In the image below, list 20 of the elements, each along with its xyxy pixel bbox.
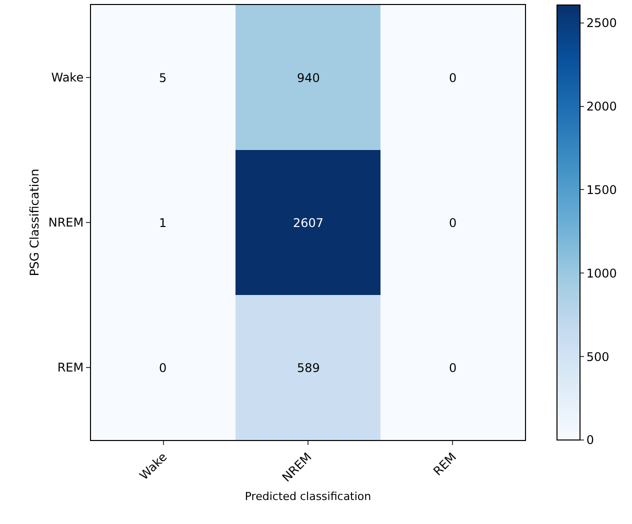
y-tick-label: NREM — [48, 216, 84, 230]
x-axis-title: Predicted classification — [244, 490, 372, 503]
data-label: 1 — [159, 216, 167, 230]
color-bar-label: 1500 — [586, 182, 617, 197]
y-tick-label: Wake — [51, 70, 84, 85]
data-label: 2607 — [293, 216, 324, 230]
data-label: 0 — [449, 71, 457, 85]
color-bar-label: 2500 — [586, 16, 617, 30]
color-bar-label: 2000 — [586, 99, 617, 114]
color-bar-label: 1000 — [586, 266, 617, 280]
data-label: 0 — [449, 216, 457, 230]
data-label: 589 — [297, 361, 320, 375]
data-label: 0 — [159, 361, 167, 375]
y-axis-title: PSG Classification — [28, 168, 42, 276]
data-label: 940 — [297, 71, 320, 85]
color-bar-label: 0 — [586, 433, 594, 448]
y-tick-label: REM — [57, 360, 84, 375]
data-label: 5 — [159, 71, 167, 85]
data-label: 0 — [449, 361, 457, 375]
color-bar-label: 500 — [586, 350, 610, 364]
